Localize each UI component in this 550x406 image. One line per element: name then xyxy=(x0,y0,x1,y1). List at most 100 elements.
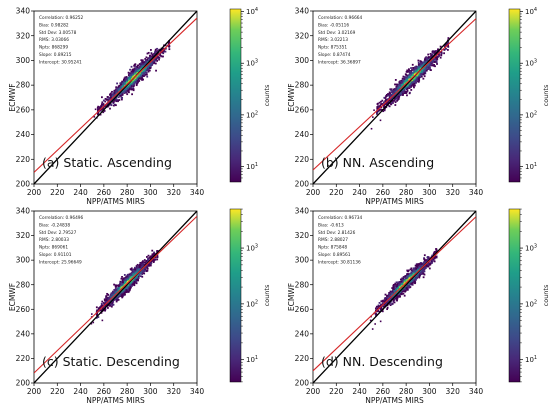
x-tick-label: 220 xyxy=(329,188,344,197)
density-point xyxy=(401,81,404,84)
density-point xyxy=(137,273,140,276)
density-point xyxy=(151,254,154,257)
density-point xyxy=(144,269,147,272)
density-point xyxy=(106,298,108,301)
outlier-point xyxy=(372,116,374,118)
density-point xyxy=(113,92,116,94)
density-point xyxy=(431,53,434,56)
density-point xyxy=(133,281,136,283)
density-point xyxy=(380,300,383,303)
density-point xyxy=(127,291,130,293)
density-point xyxy=(129,274,132,277)
density-point xyxy=(147,51,150,54)
density-point xyxy=(128,76,131,79)
density-point xyxy=(118,295,121,298)
density-point xyxy=(117,99,120,102)
density-point xyxy=(150,52,153,55)
density-point xyxy=(133,67,136,70)
density-point xyxy=(136,263,139,266)
density-point xyxy=(132,282,135,285)
density-point xyxy=(136,273,139,276)
density-point xyxy=(390,88,393,91)
density-point xyxy=(120,281,123,284)
density-point xyxy=(116,82,119,85)
density-point xyxy=(439,56,442,59)
density-point xyxy=(100,103,103,106)
density-point xyxy=(408,76,411,79)
density-point xyxy=(412,78,415,81)
density-point xyxy=(142,70,145,73)
density-point xyxy=(135,279,138,282)
density-point xyxy=(116,288,119,291)
density-point xyxy=(401,94,404,96)
stat-text: Correlation: 0.96496 xyxy=(39,215,84,221)
density-point xyxy=(425,259,428,261)
density-point xyxy=(115,286,117,288)
density-point xyxy=(154,62,157,65)
colorbar-tick-label: 102 xyxy=(525,110,537,119)
density-point xyxy=(141,275,144,278)
density-point xyxy=(119,282,121,285)
density-point xyxy=(128,73,131,76)
density-point xyxy=(155,54,158,57)
density-point xyxy=(125,90,128,93)
density-point xyxy=(402,78,405,81)
density-point xyxy=(113,94,116,97)
x-axis-label: NPP/ATMS MIRS xyxy=(86,197,145,206)
density-point xyxy=(400,92,402,95)
colorbar-tick-label: 103 xyxy=(246,244,258,253)
density-point xyxy=(104,305,107,308)
density-point xyxy=(118,289,121,291)
density-point xyxy=(154,57,157,60)
density-point xyxy=(115,297,118,300)
density-point xyxy=(152,258,155,261)
density-point xyxy=(418,79,421,82)
density-point xyxy=(123,91,125,93)
density-point xyxy=(121,90,124,92)
density-point xyxy=(405,80,408,83)
density-point xyxy=(144,58,147,60)
density-point xyxy=(144,266,147,269)
density-point xyxy=(107,298,110,301)
density-point xyxy=(125,276,128,278)
colorbar-tick-label: 101 xyxy=(246,355,258,364)
density-point xyxy=(419,62,422,65)
density-point xyxy=(157,52,160,55)
y-axis-label: ECMWF xyxy=(287,83,296,111)
y-tick-label: 240 xyxy=(16,329,31,338)
density-point xyxy=(143,61,146,64)
density-point xyxy=(414,66,417,69)
density-point xyxy=(103,299,106,302)
density-point xyxy=(142,74,145,77)
density-point xyxy=(125,78,128,80)
density-point xyxy=(117,285,120,287)
density-point xyxy=(109,299,112,302)
density-point xyxy=(386,308,389,311)
density-point xyxy=(147,68,150,70)
density-point xyxy=(152,261,155,264)
colorbar-tick-label: 104 xyxy=(246,7,258,16)
density-point xyxy=(123,274,126,276)
density-point xyxy=(422,70,425,73)
density-point xyxy=(149,65,152,68)
density-point xyxy=(121,284,124,287)
density-point xyxy=(423,268,425,271)
density-point xyxy=(133,270,136,273)
density-point xyxy=(128,77,131,80)
density-point xyxy=(428,65,431,68)
x-tick-label: 200 xyxy=(27,387,42,396)
density-point xyxy=(138,77,141,80)
density-point xyxy=(136,70,139,72)
density-point xyxy=(390,97,392,100)
density-point xyxy=(142,270,145,273)
density-point xyxy=(415,69,417,72)
density-point xyxy=(140,68,142,71)
density-point xyxy=(113,103,116,106)
density-point xyxy=(398,82,401,85)
density-point xyxy=(111,90,113,93)
density-point xyxy=(120,98,123,101)
density-point xyxy=(131,281,134,283)
density-point xyxy=(435,60,438,62)
